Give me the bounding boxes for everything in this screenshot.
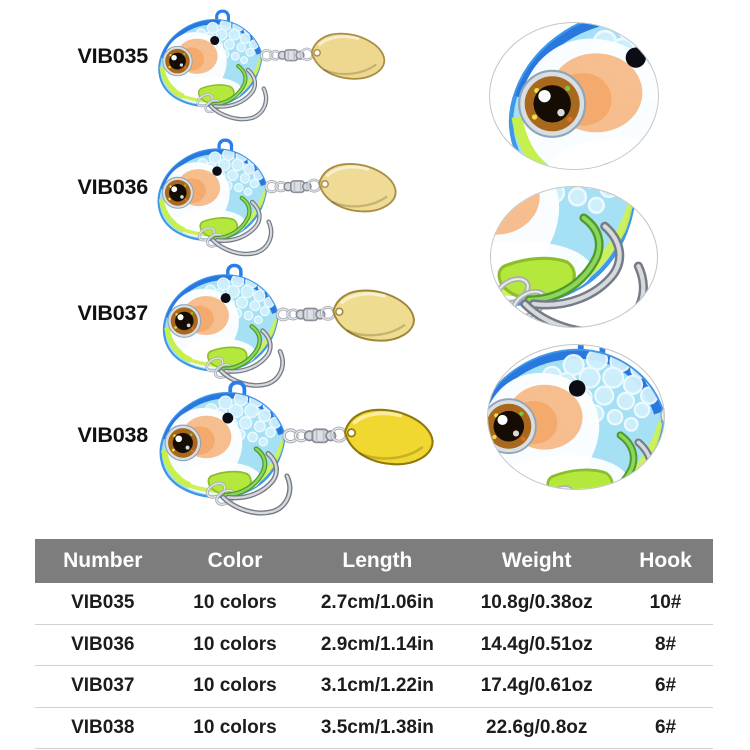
table-cell-color: 10 colors <box>193 675 277 697</box>
table-cell-weight: 14.4g/0.51oz <box>480 633 593 655</box>
header-cell-number: Number <box>63 549 143 572</box>
table-row: VIB037 10 colors 3.1cm/1.22in 17.4g/0.61… <box>35 666 713 708</box>
table-row: VIB036 10 colors 2.9cm/1.14in 14.4g/0.51… <box>35 625 713 666</box>
header-cell-weight: Weight <box>501 549 572 572</box>
product-label: VIB037 <box>77 301 148 325</box>
table-row: VIB035 10 colors 2.7cm/1.06in 10.8g/0.38… <box>35 583 713 625</box>
lure-illustration <box>152 379 448 521</box>
detail-circle-body <box>487 344 665 490</box>
table-header-row: Number Color Length Weight Hook <box>35 539 713 583</box>
header-cell-length: Length <box>342 549 413 572</box>
detail-circle-hook <box>490 186 658 328</box>
detail-circle-eye <box>489 22 659 170</box>
table-cell-hook: 10# <box>649 592 682 614</box>
table-cell-color: 10 colors <box>193 592 277 614</box>
header-cell-hook: Hook <box>639 549 692 572</box>
table-cell-length: 3.5cm/1.38in <box>320 716 434 738</box>
table-cell-length: 3.1cm/1.22in <box>320 675 434 697</box>
product-label: VIB036 <box>77 175 148 199</box>
table-cell-length: 2.7cm/1.06in <box>320 592 434 614</box>
lure-eye-zoom <box>495 22 659 170</box>
product-label: VIB035 <box>77 44 148 68</box>
table-cell-color: 10 colors <box>193 633 277 655</box>
spec-table: Number Color Length Weight Hook VIB035 1… <box>35 539 713 749</box>
lure-body-zoom <box>487 344 665 490</box>
product-label: VIB038 <box>77 423 148 447</box>
table-cell-hook: 6# <box>654 675 677 697</box>
table-cell-number: VIB036 <box>71 633 135 655</box>
table-cell-weight: 22.6g/0.8oz <box>486 716 588 738</box>
lure-illustration <box>152 8 397 126</box>
header-cell-color: Color <box>207 549 263 572</box>
lure-illustration <box>156 262 428 393</box>
lure-illustration <box>151 137 409 261</box>
table-cell-number: VIB038 <box>71 716 135 738</box>
table-cell-weight: 17.4g/0.61oz <box>480 675 593 697</box>
table-cell-length: 2.9cm/1.14in <box>320 633 434 655</box>
table-cell-number: VIB037 <box>71 675 135 697</box>
table-row: VIB038 10 colors 3.5cm/1.38in 22.6g/0.8o… <box>35 708 713 749</box>
table-cell-color: 10 colors <box>193 716 277 738</box>
lure-hook-zoom <box>490 186 658 328</box>
table-cell-hook: 8# <box>654 633 677 655</box>
table-cell-number: VIB035 <box>71 592 135 614</box>
table-cell-hook: 6# <box>654 716 677 738</box>
table-cell-weight: 10.8g/0.38oz <box>480 592 593 614</box>
